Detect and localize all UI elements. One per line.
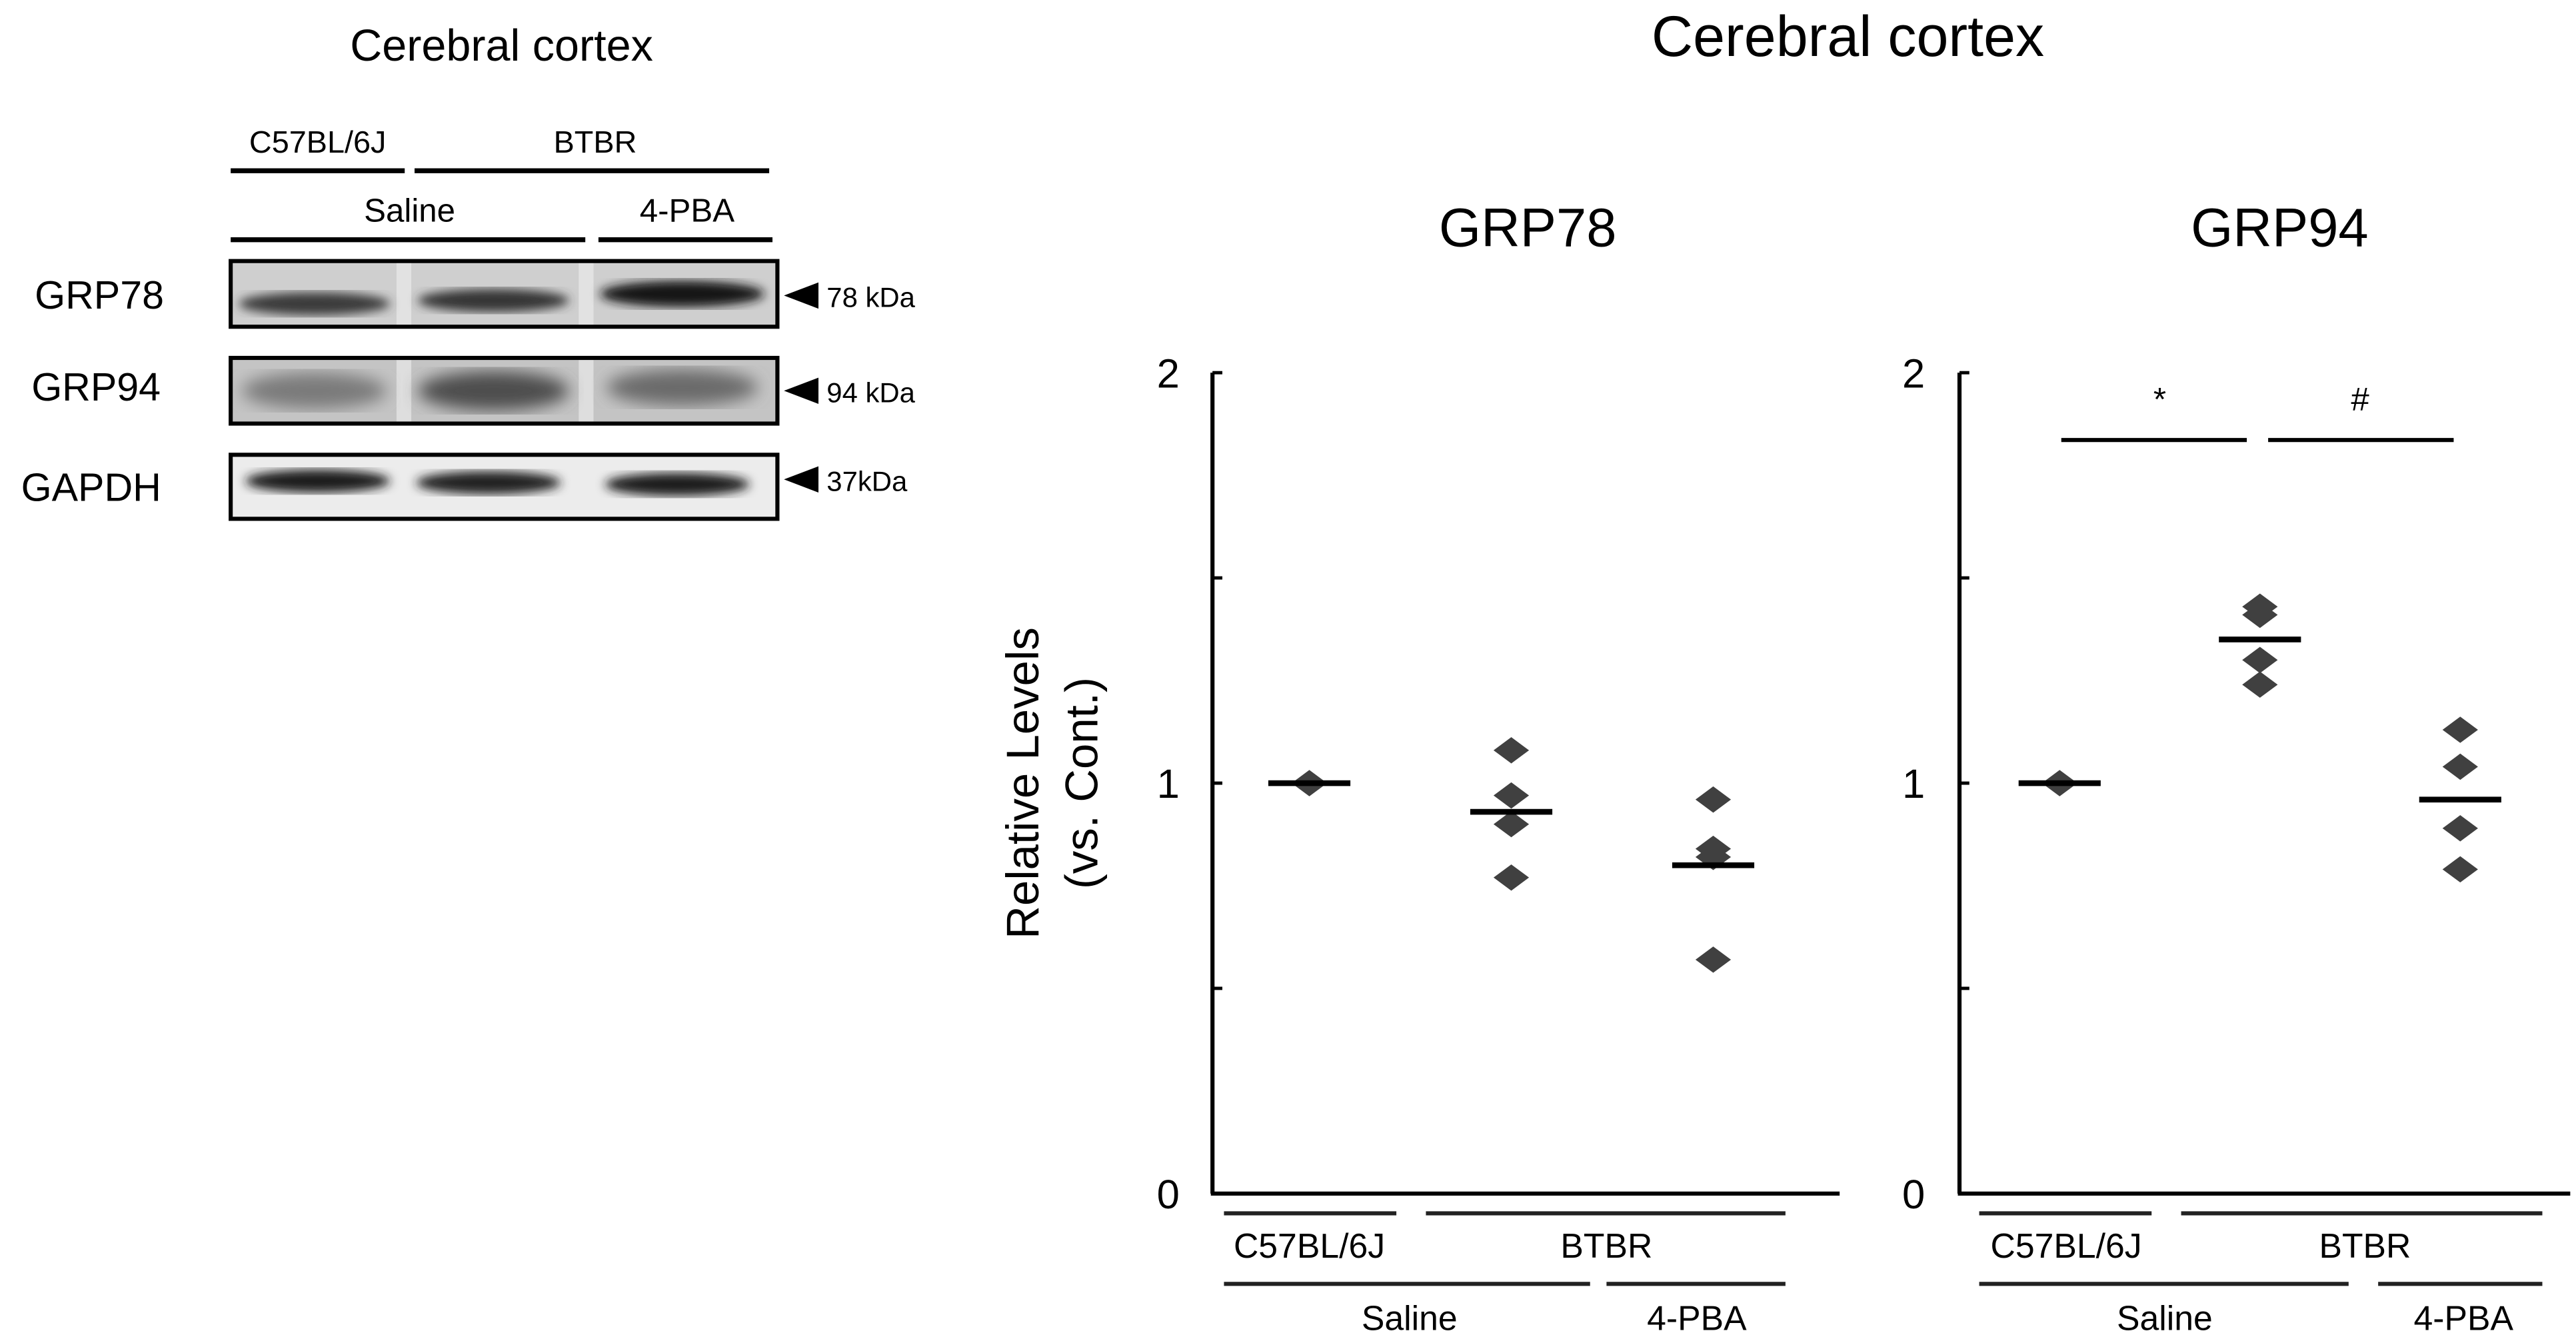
data-point: [1493, 737, 1530, 764]
blot-band-grp78: [229, 259, 780, 329]
treatment-label: 4-PBA: [1647, 1298, 1747, 1337]
y-tick-label: 1: [1157, 761, 1180, 807]
data-point: [2442, 716, 2478, 743]
y-tick-label: 1: [1902, 761, 1925, 807]
blot-band-grp94: [229, 355, 780, 426]
blot-strain-label-c57: C57BL/6J: [249, 125, 387, 159]
strain-label: C57BL/6J: [1991, 1226, 2142, 1265]
treatment-label: Saline: [1362, 1298, 1458, 1337]
panel-title: GRP94: [2191, 197, 2369, 258]
y-tick-label: 2: [1902, 351, 1925, 397]
y-tick-label: 2: [1157, 351, 1180, 397]
blot-marker-gapdh: 37kDa: [826, 466, 908, 497]
blot-strain-label-btbr: BTBR: [554, 125, 637, 159]
treatment-label: Saline: [2117, 1298, 2213, 1337]
arrowhead-icon: [784, 466, 818, 493]
blot-band-gapdh: [229, 453, 780, 521]
blot-marker-grp78: 78 kDa: [826, 282, 915, 313]
panel-title: GRP78: [1439, 197, 1617, 258]
y-tick-label: 0: [1157, 1172, 1180, 1218]
significance-symbol: *: [2153, 381, 2166, 418]
data-point: [2242, 647, 2278, 673]
arrowhead-icon: [784, 377, 818, 404]
panel-grp78: GRP78 0 1 2 C57BL/6J BTBR Saline 4-PBA: [1157, 197, 1840, 1337]
data-point: [1493, 810, 1530, 838]
y-axis-label-line1: Relative Levels: [997, 627, 1048, 939]
treatment-label: 4-PBA: [2413, 1298, 2513, 1337]
data-point: [2442, 753, 2478, 780]
blot-row-label-grp94: GRP94: [31, 365, 161, 409]
y-axis-label-line2: (vs. Cont.): [1056, 677, 1108, 889]
data-point: [1695, 946, 1732, 973]
blot-marker-grp94: 94 kDa: [826, 377, 915, 409]
data-point: [2242, 671, 2278, 698]
strain-label: BTBR: [2319, 1226, 2411, 1265]
blot-row-label-grp78: GRP78: [35, 273, 164, 317]
data-point: [2442, 815, 2478, 842]
blot-title: Cerebral cortex: [350, 21, 653, 71]
blot-row-label-gapdh: GAPDH: [21, 465, 161, 509]
y-tick-label: 0: [1902, 1172, 1925, 1218]
strain-label: C57BL/6J: [1234, 1226, 1385, 1265]
arrowhead-icon: [784, 282, 818, 309]
strain-label: BTBR: [1560, 1226, 1652, 1265]
y-axis-label: Relative Levels (vs. Cont.): [997, 627, 1108, 939]
data-point: [2442, 856, 2478, 883]
data-point: [1493, 782, 1530, 809]
blot-treatment-label-4pba: 4-PBA: [640, 193, 734, 229]
significance-symbol: #: [2351, 381, 2369, 418]
panel-grp94: GRP94 0 1 2 C57BL/6J BTBR Saline 4-PBA * #: [1902, 197, 2571, 1337]
blot-treatment-label-saline: Saline: [364, 193, 455, 229]
data-point: [1695, 786, 1732, 813]
data-point: [1493, 864, 1530, 891]
data-point: [2242, 601, 2278, 629]
chart-panels: GRP78 0 1 2 C57BL/6J BTBR Saline 4-PBA GRP94 0 1 2 C…: [1157, 197, 2571, 1337]
chart-title: Cerebral cortex: [1652, 5, 2044, 69]
western-blot-panel: Cerebral cortex C57BL/6J BTBR Saline 4-P…: [21, 21, 916, 521]
